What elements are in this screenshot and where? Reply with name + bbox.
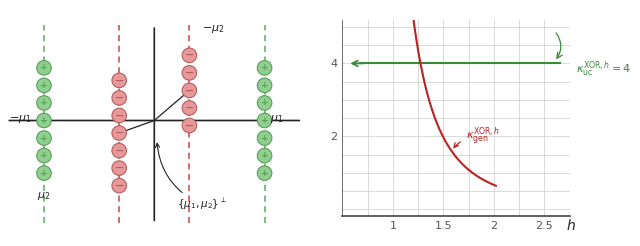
Text: $-\mu_1$: $-\mu_1$ bbox=[9, 113, 31, 125]
Text: −: − bbox=[115, 128, 124, 138]
Text: +: + bbox=[260, 116, 268, 125]
Text: $\mu_1$: $\mu_1$ bbox=[269, 113, 283, 125]
Text: −: − bbox=[115, 75, 124, 85]
Text: −: − bbox=[185, 103, 194, 113]
Text: −: − bbox=[185, 121, 194, 131]
Text: −: − bbox=[115, 110, 124, 121]
Text: −: − bbox=[115, 163, 124, 173]
Circle shape bbox=[182, 118, 196, 133]
Circle shape bbox=[112, 161, 127, 175]
Text: +: + bbox=[260, 169, 268, 178]
Circle shape bbox=[36, 61, 51, 75]
Circle shape bbox=[182, 83, 196, 98]
Text: +: + bbox=[40, 81, 48, 90]
Text: +: + bbox=[260, 98, 268, 108]
Circle shape bbox=[257, 96, 272, 110]
Text: +: + bbox=[260, 134, 268, 142]
Text: −: − bbox=[185, 50, 194, 60]
Circle shape bbox=[257, 166, 272, 180]
Circle shape bbox=[112, 143, 127, 158]
Circle shape bbox=[257, 113, 272, 128]
Text: $h$: $h$ bbox=[566, 218, 575, 233]
Text: +: + bbox=[260, 63, 268, 72]
Text: −: − bbox=[115, 181, 124, 191]
Text: −: − bbox=[115, 93, 124, 103]
Circle shape bbox=[36, 96, 51, 110]
Text: +: + bbox=[40, 116, 48, 125]
Circle shape bbox=[182, 66, 196, 80]
Text: $\mu_2$: $\mu_2$ bbox=[37, 190, 51, 202]
Circle shape bbox=[257, 61, 272, 75]
Text: +: + bbox=[40, 169, 48, 178]
Text: +: + bbox=[40, 134, 48, 142]
Text: −: − bbox=[185, 85, 194, 95]
Circle shape bbox=[257, 78, 272, 93]
Text: +: + bbox=[40, 151, 48, 160]
Text: +: + bbox=[260, 151, 268, 160]
Circle shape bbox=[182, 101, 196, 115]
Text: $\kappa_{\mathrm{uc}}^{\mathrm{XOR},h} = 4$: $\kappa_{\mathrm{uc}}^{\mathrm{XOR},h} =… bbox=[576, 59, 631, 79]
Text: +: + bbox=[40, 98, 48, 108]
Circle shape bbox=[112, 108, 127, 123]
Circle shape bbox=[112, 73, 127, 88]
Circle shape bbox=[182, 48, 196, 62]
Circle shape bbox=[112, 178, 127, 193]
Text: $\kappa_{\mathrm{gen}}^{\mathrm{XOR},h}$: $\kappa_{\mathrm{gen}}^{\mathrm{XOR},h}$ bbox=[454, 126, 500, 148]
Circle shape bbox=[36, 148, 51, 163]
Circle shape bbox=[112, 126, 127, 140]
Text: $\{\mu_1,\mu_2\}^\perp$: $\{\mu_1,\mu_2\}^\perp$ bbox=[156, 143, 227, 212]
Text: +: + bbox=[260, 81, 268, 90]
Circle shape bbox=[112, 91, 127, 105]
Circle shape bbox=[36, 113, 51, 128]
Text: −: − bbox=[185, 68, 194, 78]
Text: −: − bbox=[115, 146, 124, 155]
Circle shape bbox=[36, 78, 51, 93]
Text: +: + bbox=[40, 63, 48, 72]
Circle shape bbox=[36, 131, 51, 145]
Circle shape bbox=[257, 148, 272, 163]
Circle shape bbox=[36, 166, 51, 180]
Text: $-\mu_2$: $-\mu_2$ bbox=[202, 23, 225, 35]
Circle shape bbox=[257, 131, 272, 145]
